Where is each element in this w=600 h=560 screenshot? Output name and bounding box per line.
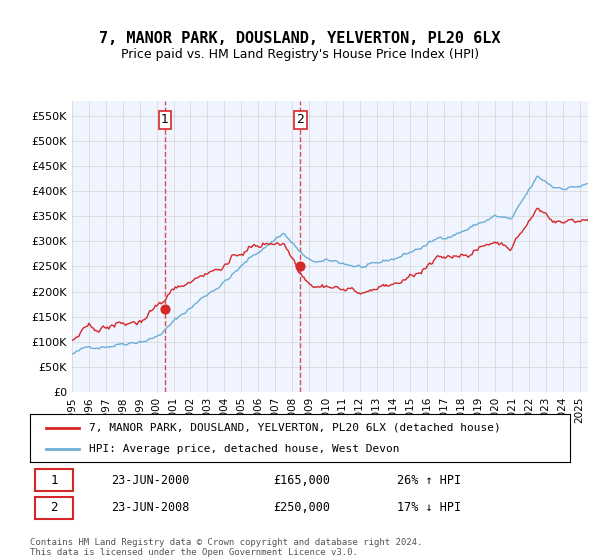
Text: 26% ↑ HPI: 26% ↑ HPI	[397, 474, 461, 487]
Text: 1: 1	[161, 113, 169, 127]
Text: Price paid vs. HM Land Registry's House Price Index (HPI): Price paid vs. HM Land Registry's House …	[121, 48, 479, 60]
Text: Contains HM Land Registry data © Crown copyright and database right 2024.
This d: Contains HM Land Registry data © Crown c…	[30, 538, 422, 557]
Point	[160, 305, 170, 314]
Text: 23-JUN-2000: 23-JUN-2000	[111, 474, 190, 487]
Text: 17% ↓ HPI: 17% ↓ HPI	[397, 501, 461, 514]
FancyBboxPatch shape	[35, 497, 73, 519]
Text: 7, MANOR PARK, DOUSLAND, YELVERTON, PL20 6LX (detached house): 7, MANOR PARK, DOUSLAND, YELVERTON, PL20…	[89, 423, 501, 433]
Text: £250,000: £250,000	[273, 501, 330, 514]
Text: £165,000: £165,000	[273, 474, 330, 487]
Point	[296, 262, 305, 271]
Text: 2: 2	[50, 501, 58, 514]
Text: HPI: Average price, detached house, West Devon: HPI: Average price, detached house, West…	[89, 444, 400, 454]
Text: 1: 1	[50, 474, 58, 487]
Text: 7, MANOR PARK, DOUSLAND, YELVERTON, PL20 6LX: 7, MANOR PARK, DOUSLAND, YELVERTON, PL20…	[99, 31, 501, 46]
Text: 2: 2	[296, 113, 304, 127]
FancyBboxPatch shape	[35, 469, 73, 491]
Text: 23-JUN-2008: 23-JUN-2008	[111, 501, 190, 514]
